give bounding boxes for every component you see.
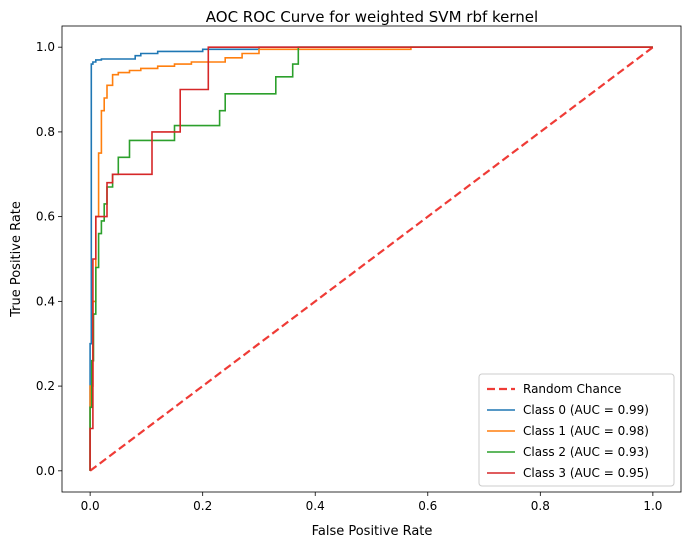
legend-label: Class 2 (AUC = 0.93) (523, 445, 649, 459)
x-tick-label: 0.0 (81, 499, 100, 513)
y-tick-label: 0.2 (36, 379, 55, 393)
chart-title: AOC ROC Curve for weighted SVM rbf kerne… (206, 8, 538, 26)
legend-label: Random Chance (523, 382, 621, 396)
x-tick-label: 0.2 (193, 499, 212, 513)
x-axis-ticks: 0.0 0.2 0.4 0.6 0.8 1.0 (81, 492, 662, 513)
y-tick-label: 0.4 (36, 294, 55, 308)
legend-label: Class 0 (AUC = 0.99) (523, 403, 649, 417)
legend: Random Chance Class 0 (AUC = 0.99) Class 1… (478, 373, 675, 487)
x-axis-label: False Positive Rate (312, 524, 433, 539)
y-axis-label: True Positive Rate (9, 201, 24, 318)
y-tick-label: 1.0 (36, 40, 55, 54)
legend-box (478, 373, 675, 487)
y-tick-label: 0.0 (36, 464, 55, 478)
legend-label: Class 1 (AUC = 0.98) (523, 424, 649, 438)
roc-series-class-0 (89, 46, 653, 471)
x-tick-label: 0.6 (418, 499, 437, 513)
y-axis-ticks: 0.0 0.2 0.4 0.6 0.8 1.0 (36, 40, 62, 478)
y-tick-label: 0.8 (36, 125, 55, 139)
x-tick-label: 1.0 (643, 499, 662, 513)
x-tick-label: 0.8 (531, 499, 550, 513)
plot-lines (89, 46, 654, 472)
legend-label: Class 3 (AUC = 0.95) (523, 466, 649, 480)
y-tick-label: 0.6 (36, 210, 55, 224)
x-tick-label: 0.4 (306, 499, 325, 513)
plot-frame (61, 25, 682, 493)
random-chance-line (89, 46, 654, 472)
roc-series-class-3 (89, 46, 653, 471)
